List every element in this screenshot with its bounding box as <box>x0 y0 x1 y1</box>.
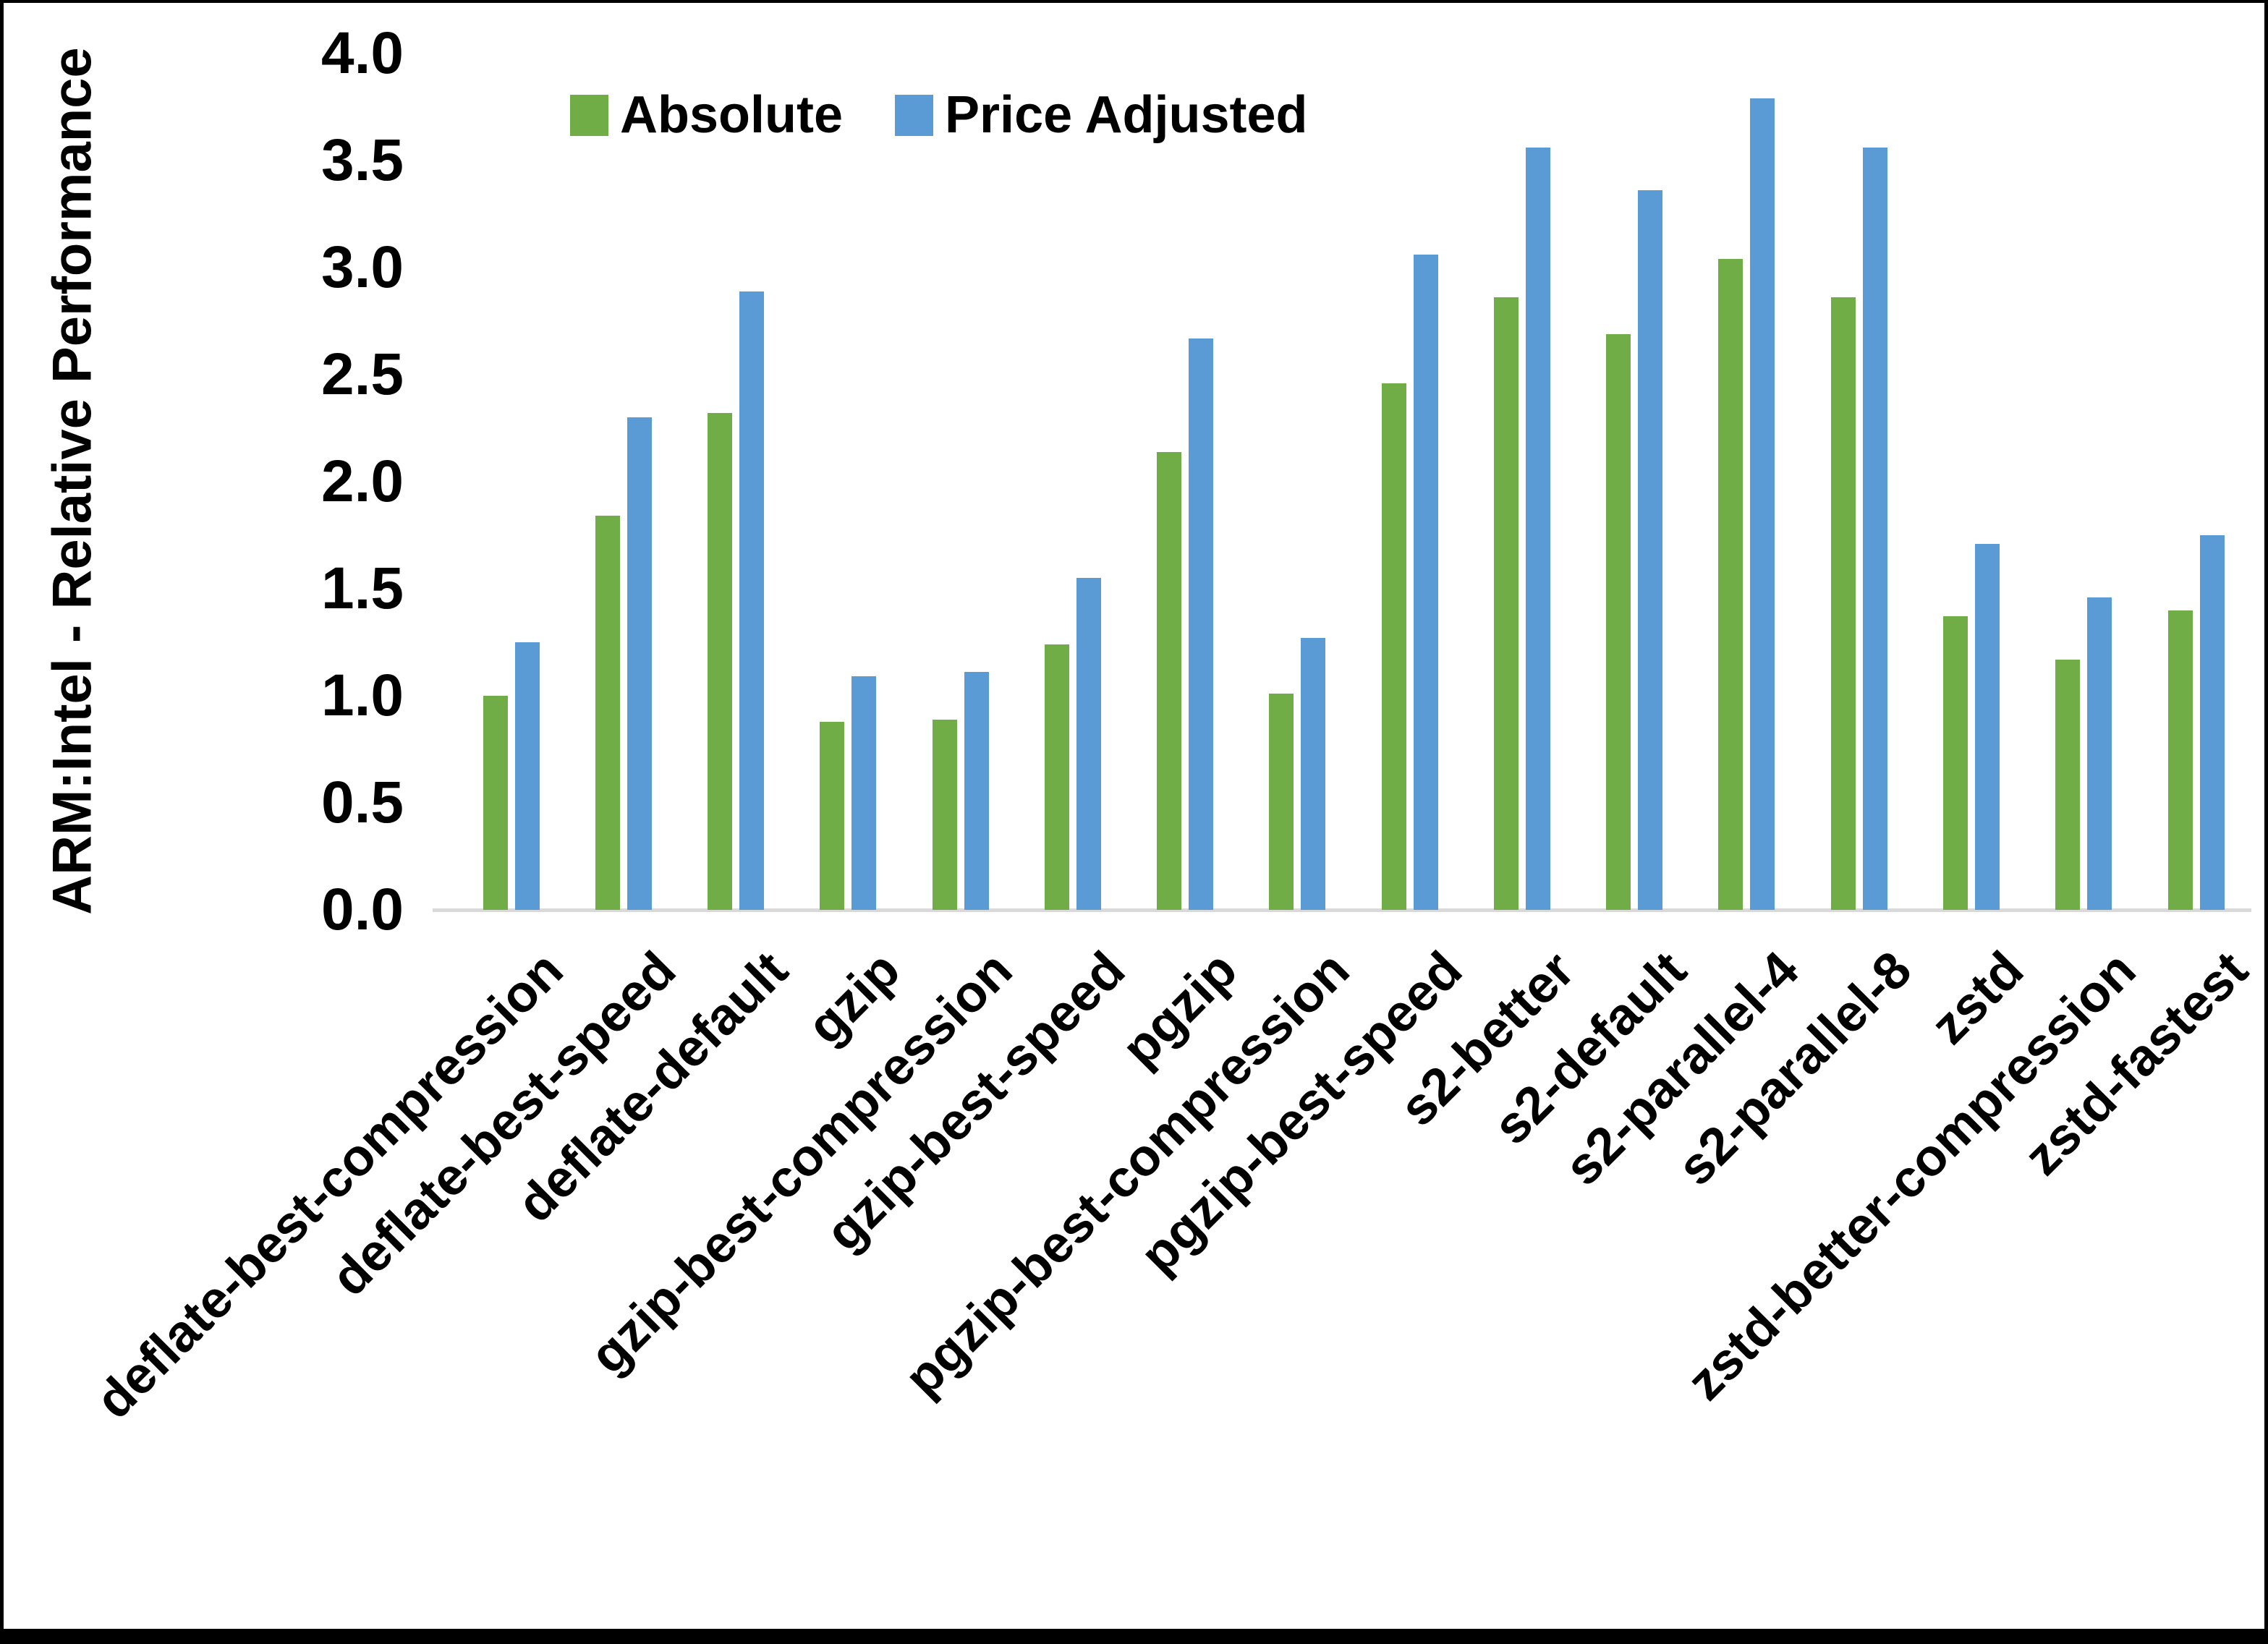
bar-absolute <box>2167 610 2193 910</box>
legend-swatch-price-adjusted-icon <box>895 94 934 136</box>
bar-price-adjusted <box>1301 638 1326 910</box>
bar-price-adjusted <box>1975 543 2000 910</box>
bar-price-adjusted <box>2087 597 2112 910</box>
bar-absolute <box>708 413 733 910</box>
legend-label-price-adjusted: Price Adjusted <box>945 86 1308 144</box>
bar-absolute <box>483 696 508 910</box>
bar-price-adjusted <box>1750 98 1775 910</box>
bar-absolute <box>1718 259 1744 910</box>
bar-absolute <box>1269 694 1294 910</box>
bar-absolute <box>1943 616 1968 910</box>
legend-item-absolute: Absolute <box>570 85 843 145</box>
y-tick-label: 0.0 <box>321 877 404 942</box>
y-tick-label: 2.5 <box>321 341 404 407</box>
bar-price-adjusted <box>739 291 765 910</box>
y-tick-label: 4.0 <box>321 20 404 86</box>
y-tick-label: 1.5 <box>321 555 404 621</box>
bar-price-adjusted <box>851 676 877 910</box>
bar-absolute <box>1830 297 1856 910</box>
bar-absolute <box>1044 644 1069 910</box>
bar-price-adjusted <box>1525 148 1550 910</box>
legend-label-absolute: Absolute <box>620 86 844 144</box>
bar-absolute <box>1606 333 1631 910</box>
bar-price-adjusted <box>514 642 540 910</box>
y-tick-label: 1.0 <box>321 663 404 728</box>
bar-price-adjusted <box>1638 190 1663 910</box>
bar-price-adjusted <box>2199 535 2225 910</box>
bar-absolute <box>820 721 845 910</box>
x-axis-label: deflate-best-compression <box>85 940 574 1430</box>
bar-price-adjusted <box>1862 148 1887 910</box>
bar-absolute <box>1493 297 1519 910</box>
bar-absolute <box>595 516 620 910</box>
bar-price-adjusted <box>1413 255 1438 910</box>
bar-absolute <box>1381 383 1406 910</box>
y-tick-label: 2.0 <box>321 448 404 514</box>
legend: Absolute Price Adjusted <box>570 85 1307 145</box>
bar-price-adjusted <box>1189 338 1214 910</box>
bar-price-adjusted <box>627 417 652 910</box>
legend-item-price-adjusted: Price Adjusted <box>895 85 1307 145</box>
x-axis-line <box>433 908 2251 912</box>
bar-absolute <box>2055 659 2081 910</box>
bar-price-adjusted <box>1076 578 1101 910</box>
y-tick-label: 0.5 <box>321 770 404 835</box>
bar-price-adjusted <box>964 672 989 910</box>
y-axis-title: ARM:Intel - Relative Performance <box>41 47 103 915</box>
bar-absolute <box>1157 451 1182 910</box>
legend-swatch-absolute-icon <box>570 94 608 136</box>
bar-absolute <box>932 719 957 910</box>
y-tick-label: 3.0 <box>321 234 404 300</box>
y-tick-label: 3.5 <box>321 127 404 193</box>
